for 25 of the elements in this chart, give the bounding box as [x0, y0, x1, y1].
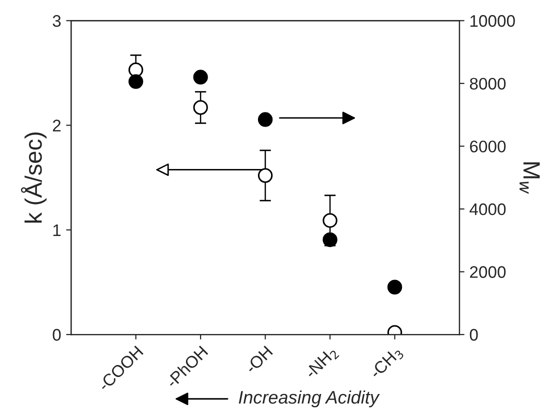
y2-tick-label: 6000 [470, 140, 506, 152]
point [258, 112, 273, 127]
y2-tick-label: 0 [470, 328, 478, 341]
point [322, 213, 338, 228]
y2-tick-label: 10000 [470, 15, 515, 27]
point [258, 168, 273, 183]
point [193, 70, 208, 84]
y2-axis-title: M$_{w}$ [520, 162, 540, 194]
y2-tick-label: 8000 [470, 78, 506, 90]
y-tick-label: 0 [52, 328, 61, 341]
y-tick-label: 1 [53, 224, 61, 236]
x-tick-label: -NH$_{2}$ [304, 346, 340, 381]
y2-tick-label: 2000 [470, 266, 506, 278]
text: Increasing Acidity [238, 390, 380, 408]
y-axis-title: k (Å/sec) [20, 132, 47, 223]
x-tick-label: -CH$_{3}$ [368, 346, 404, 381]
point [322, 232, 338, 248]
point [128, 74, 144, 89]
x-tick-label: -OH [244, 346, 273, 374]
point [128, 62, 144, 78]
point [387, 280, 402, 294]
point [193, 100, 208, 115]
y2-tick-label: 4000 [470, 203, 506, 216]
y-tick-label: 2 [52, 120, 61, 132]
y-tick-label: 3 [52, 15, 61, 27]
